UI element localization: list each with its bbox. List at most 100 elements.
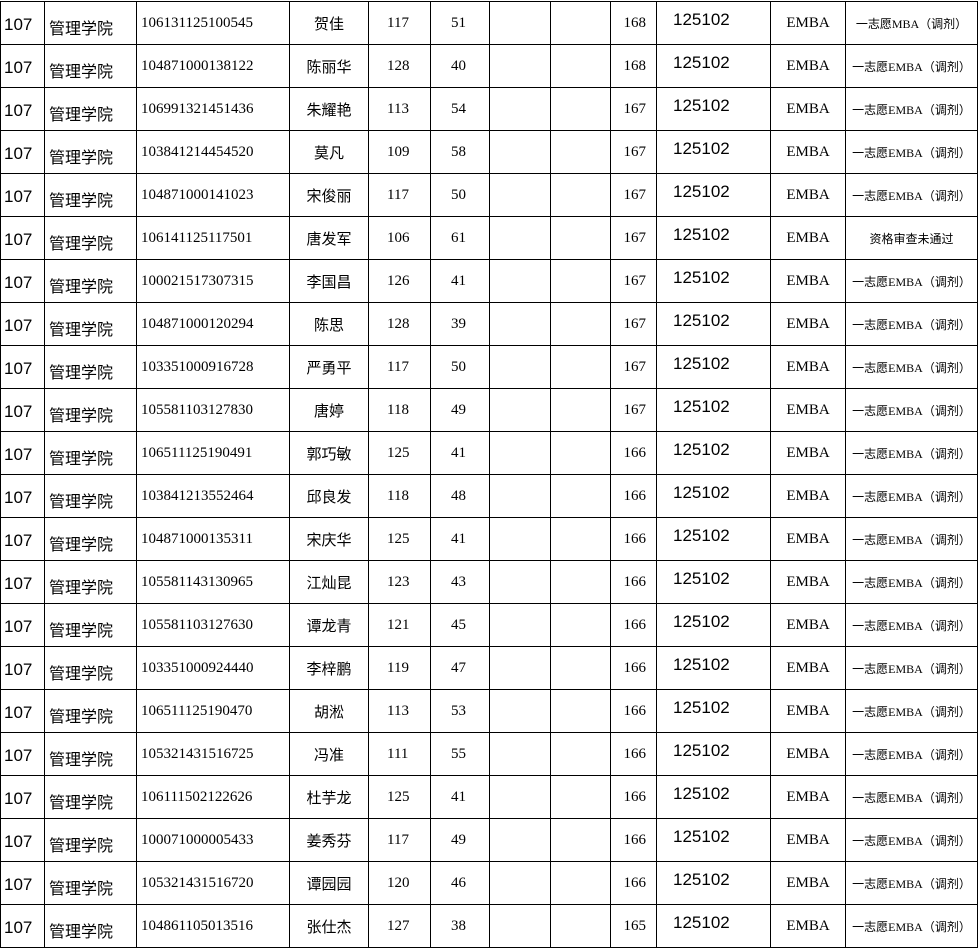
total: 167 <box>610 173 657 217</box>
program: EMBA <box>770 1 846 45</box>
empty-cell <box>550 689 611 733</box>
program: EMBA <box>770 861 846 905</box>
empty-cell <box>489 689 551 733</box>
total: 166 <box>610 431 657 475</box>
score-1: 128 <box>368 44 431 88</box>
empty-cell <box>489 646 551 690</box>
score-2: 50 <box>430 173 490 217</box>
note: 一志愿EMBA（调剂） <box>845 818 978 862</box>
major-code: 125102 <box>656 388 771 432</box>
empty-cell <box>550 818 611 862</box>
major-code: 125102 <box>656 560 771 604</box>
table-row: 107 管理学院 104861105013516 张仕杰 127 38 165 125102 E… <box>0 904 978 948</box>
major-code: 125102 <box>656 302 771 346</box>
score-2: 46 <box>430 861 490 905</box>
dept-code: 107 <box>0 431 45 475</box>
table-row: 107 管理学院 106991321451436 朱耀艳 113 54 167 125102 E… <box>0 87 978 131</box>
dept-code: 107 <box>0 861 45 905</box>
score-1: 125 <box>368 517 431 561</box>
dept-code: 107 <box>0 388 45 432</box>
note: 一志愿EMBA（调剂） <box>845 388 978 432</box>
score-2: 55 <box>430 732 490 776</box>
table-row: 107 管理学院 105321431516720 谭园园 120 46 166 125102 E… <box>0 861 978 905</box>
empty-cell <box>550 560 611 604</box>
total: 166 <box>610 689 657 733</box>
note: 一志愿MBA（调剂） <box>845 1 978 45</box>
score-1: 113 <box>368 87 431 131</box>
empty-cell <box>489 302 551 346</box>
score-2: 53 <box>430 689 490 733</box>
empty-cell <box>550 474 611 518</box>
table-row: 107 管理学院 104871000141023 宋俊丽 117 50 167 125102 E… <box>0 173 978 217</box>
note: 一志愿EMBA（调剂） <box>845 560 978 604</box>
note: 一志愿EMBA（调剂） <box>845 87 978 131</box>
score-2: 39 <box>430 302 490 346</box>
program: EMBA <box>770 775 846 819</box>
score-2: 51 <box>430 1 490 45</box>
total: 167 <box>610 259 657 303</box>
total: 166 <box>610 603 657 647</box>
dept-code: 107 <box>0 302 45 346</box>
name: 李国昌 <box>289 259 369 303</box>
name: 江灿昆 <box>289 560 369 604</box>
college: 管理学院 <box>44 87 137 131</box>
empty-cell <box>489 44 551 88</box>
exam-id: 103841214454520 <box>136 130 290 174</box>
score-1: 117 <box>368 818 431 862</box>
score-2: 41 <box>430 259 490 303</box>
major-code: 125102 <box>656 904 771 948</box>
major-code: 125102 <box>656 173 771 217</box>
empty-cell <box>550 345 611 389</box>
exam-id: 106141125117501 <box>136 216 290 260</box>
name: 陈丽华 <box>289 44 369 88</box>
name: 唐婷 <box>289 388 369 432</box>
table-row: 107 管理学院 106511125190470 胡淞 113 53 166 125102 EM… <box>0 689 978 733</box>
empty-cell <box>489 388 551 432</box>
note: 一志愿EMBA（调剂） <box>845 603 978 647</box>
dept-code: 107 <box>0 517 45 561</box>
college: 管理学院 <box>44 732 137 776</box>
major-code: 125102 <box>656 431 771 475</box>
total: 167 <box>610 87 657 131</box>
exam-id: 103841213552464 <box>136 474 290 518</box>
college: 管理学院 <box>44 517 137 561</box>
score-1: 125 <box>368 431 431 475</box>
major-code: 125102 <box>656 345 771 389</box>
major-code: 125102 <box>656 646 771 690</box>
table-row: 107 管理学院 106111502122626 杜芋龙 125 41 166 125102 E… <box>0 775 978 819</box>
score-1: 125 <box>368 775 431 819</box>
total: 166 <box>610 775 657 819</box>
exam-id: 103351000924440 <box>136 646 290 690</box>
program: EMBA <box>770 388 846 432</box>
note: 一志愿EMBA（调剂） <box>845 302 978 346</box>
college: 管理学院 <box>44 44 137 88</box>
college: 管理学院 <box>44 474 137 518</box>
exam-id: 104861105013516 <box>136 904 290 948</box>
program: EMBA <box>770 87 846 131</box>
note: 一志愿EMBA（调剂） <box>845 732 978 776</box>
empty-cell <box>489 732 551 776</box>
score-2: 43 <box>430 560 490 604</box>
note: 一志愿EMBA（调剂） <box>845 173 978 217</box>
score-1: 127 <box>368 904 431 948</box>
note: 一志愿EMBA（调剂） <box>845 259 978 303</box>
dept-code: 107 <box>0 775 45 819</box>
total: 166 <box>610 646 657 690</box>
note: 一志愿EMBA（调剂） <box>845 345 978 389</box>
empty-cell <box>550 216 611 260</box>
college: 管理学院 <box>44 345 137 389</box>
empty-cell <box>550 388 611 432</box>
table-row: 107 管理学院 105581103127630 谭龙青 121 45 166 125102 E… <box>0 603 978 647</box>
exam-id: 105321431516720 <box>136 861 290 905</box>
college: 管理学院 <box>44 388 137 432</box>
program: EMBA <box>770 216 846 260</box>
dept-code: 107 <box>0 689 45 733</box>
exam-id: 105321431516725 <box>136 732 290 776</box>
score-2: 50 <box>430 345 490 389</box>
exam-id: 106511125190470 <box>136 689 290 733</box>
empty-cell <box>550 603 611 647</box>
program: EMBA <box>770 603 846 647</box>
major-code: 125102 <box>656 775 771 819</box>
name: 朱耀艳 <box>289 87 369 131</box>
